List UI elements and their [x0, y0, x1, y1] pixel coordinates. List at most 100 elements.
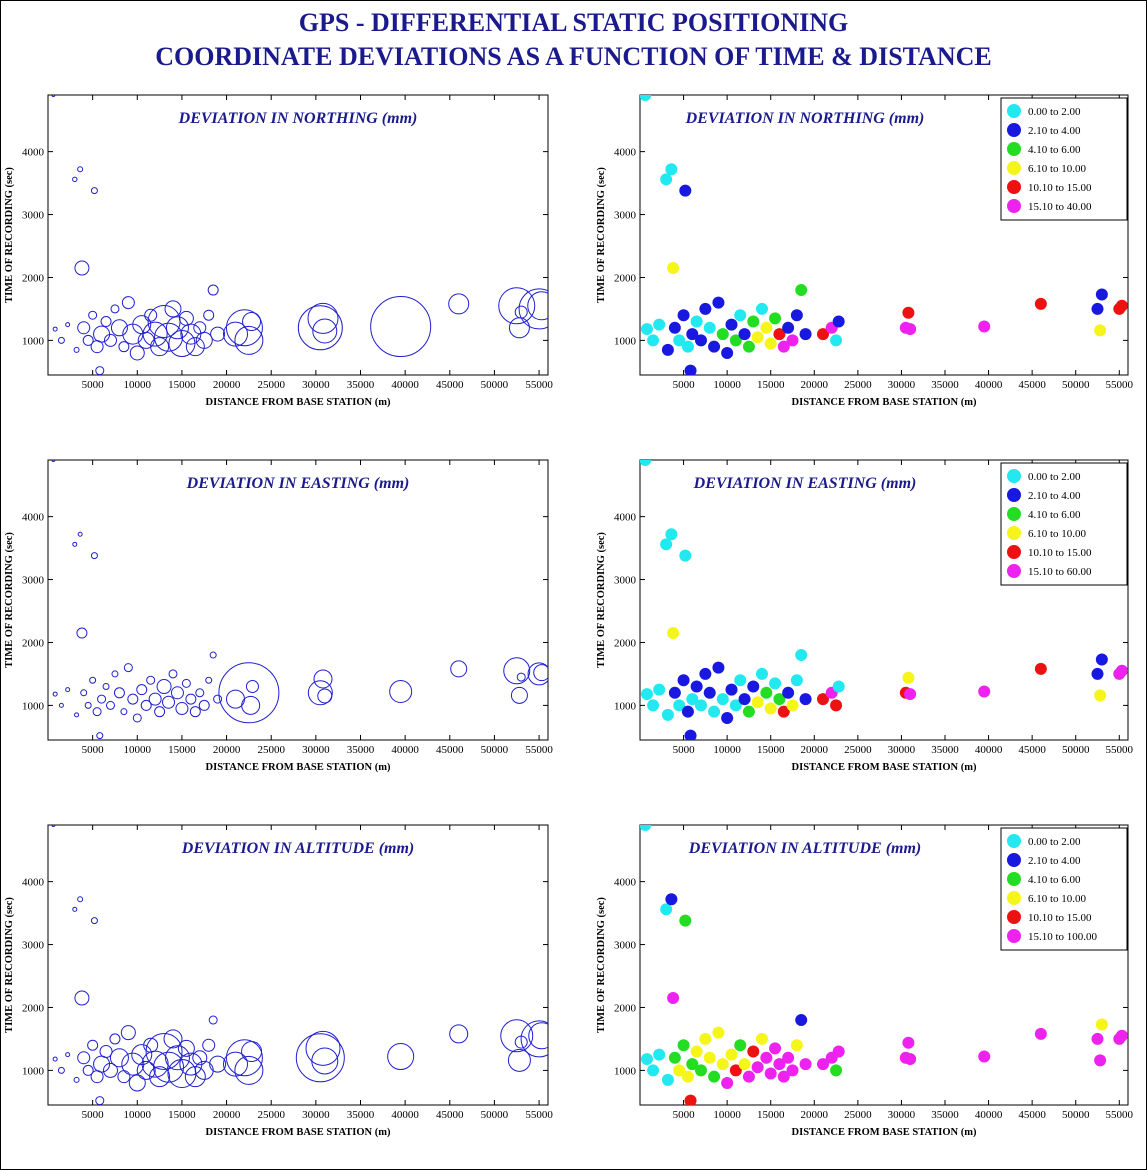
data-point [725, 1048, 738, 1061]
legend-swatch [1007, 469, 1021, 483]
data-point [533, 664, 548, 682]
y-axis-label: TIME OF RECORDING (sec) [596, 532, 607, 668]
data-point [679, 184, 692, 197]
data-point [681, 340, 694, 353]
data-point [760, 1051, 773, 1064]
data-point [242, 312, 262, 332]
data-point [729, 334, 742, 347]
y-tick-label: 4000 [614, 512, 637, 524]
data-point [88, 310, 98, 320]
data-point [80, 689, 88, 697]
y-tick-label: 1000 [614, 335, 637, 347]
data-point [1115, 1029, 1128, 1042]
data-point [99, 1045, 113, 1059]
data-point [77, 531, 83, 537]
panel-title: DEVIATION IN ALTITUDE (mm) [688, 840, 921, 857]
x-tick-label: 25000 [844, 1109, 872, 1121]
data-point [74, 990, 90, 1006]
data-point [817, 693, 829, 706]
data-point [103, 1062, 118, 1078]
data-point [769, 1042, 782, 1055]
data-point [817, 328, 829, 341]
data-point [760, 686, 773, 699]
x-tick-label: 45000 [436, 1109, 464, 1121]
data-point [90, 552, 98, 560]
data-point [902, 1036, 915, 1049]
legend-swatch [1007, 161, 1021, 175]
data-point [795, 649, 808, 662]
data-point [520, 1020, 548, 1058]
data-point [76, 627, 88, 639]
data-point [786, 334, 799, 347]
x-tick-label: 50000 [481, 379, 509, 391]
data-point [747, 315, 760, 328]
x-tick-label: 50000 [481, 1109, 509, 1121]
data-point [163, 1029, 183, 1049]
data-point [149, 1066, 171, 1088]
legend-label: 4.10 to 6.00 [1028, 144, 1081, 156]
x-axis-label: DISTANCE FROM BASE STATION (m) [792, 1127, 977, 1138]
legend-box [1000, 827, 1128, 951]
x-axis-label: DISTANCE FROM BASE STATION (m) [792, 762, 977, 773]
data-point [795, 284, 808, 297]
data-point [110, 304, 120, 314]
data-point [77, 1051, 91, 1065]
data-point [1094, 324, 1107, 337]
data-point [203, 309, 215, 321]
legend-swatch [1007, 891, 1021, 905]
data-point [708, 705, 721, 718]
data-point [84, 701, 92, 709]
data-point [168, 669, 178, 679]
legend-label: 2.10 to 4.00 [1028, 855, 1081, 867]
data-point [145, 1033, 183, 1071]
y-axis-label: TIME OF RECORDING (sec) [4, 532, 15, 668]
legend-swatch [1007, 507, 1021, 521]
data-point [213, 694, 223, 704]
data-point [690, 1045, 703, 1058]
data-point [164, 300, 182, 318]
data-point [725, 318, 738, 331]
x-tick-label: 30000 [302, 1109, 330, 1121]
legend-box [1000, 97, 1128, 221]
y-tick-label: 3000 [22, 210, 45, 222]
data-point [500, 1019, 534, 1053]
data-point [734, 674, 747, 687]
data-point [738, 1058, 751, 1071]
legend-label: 15.10 to 40.00 [1028, 201, 1092, 213]
legend-swatch [1007, 834, 1021, 848]
legend-label: 0.00 to 2.00 [1028, 836, 1081, 848]
data-point [667, 627, 680, 640]
data-point [141, 1050, 169, 1078]
data-point [52, 1056, 58, 1062]
data-point [518, 288, 548, 330]
x-tick-label: 10000 [713, 1109, 741, 1121]
data-point [677, 309, 690, 322]
data-point [74, 260, 90, 276]
data-marks [51, 95, 548, 375]
data-point [681, 705, 694, 718]
data-point [782, 321, 795, 334]
data-point [653, 1048, 666, 1061]
x-tick-label: 30000 [888, 379, 916, 391]
data-point [82, 1064, 94, 1076]
data-point [225, 1039, 263, 1077]
data-point [528, 1022, 548, 1050]
data-point [777, 1070, 790, 1083]
data-point [110, 319, 128, 337]
data-point [52, 326, 58, 332]
x-tick-label: 20000 [801, 744, 829, 756]
x-tick-label: 5000 [673, 379, 696, 391]
data-point [136, 684, 148, 696]
legend-swatch [1007, 872, 1021, 886]
data-point [1034, 662, 1047, 675]
data-point [144, 308, 158, 322]
data-point [647, 1064, 660, 1077]
data-point [202, 1038, 216, 1052]
y-tick-label: 4000 [22, 877, 45, 889]
data-point [773, 693, 786, 706]
panel-title: DEVIATION IN NORTHING (mm) [178, 110, 418, 127]
northing-bubble-chart: 5000 10000 15000 20000 25000 30000 35000 40000 4… [4, 94, 553, 408]
x-tick-label: 5000 [82, 744, 105, 756]
legend-label: 0.00 to 2.00 [1028, 471, 1081, 483]
